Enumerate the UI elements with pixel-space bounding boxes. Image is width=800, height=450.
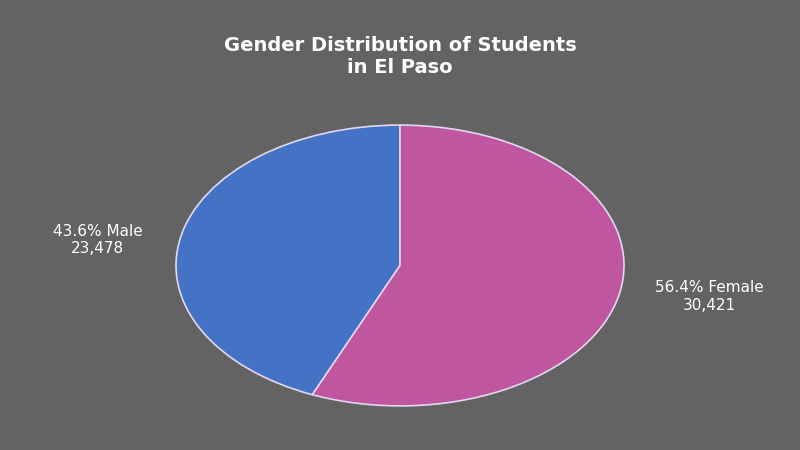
Wedge shape	[176, 125, 400, 395]
Text: Gender Distribution of Students
in El Paso: Gender Distribution of Students in El Pa…	[224, 36, 576, 77]
Text: 56.4% Female
30,421: 56.4% Female 30,421	[654, 280, 763, 313]
Wedge shape	[312, 125, 624, 406]
Text: 43.6% Male
23,478: 43.6% Male 23,478	[53, 224, 142, 256]
